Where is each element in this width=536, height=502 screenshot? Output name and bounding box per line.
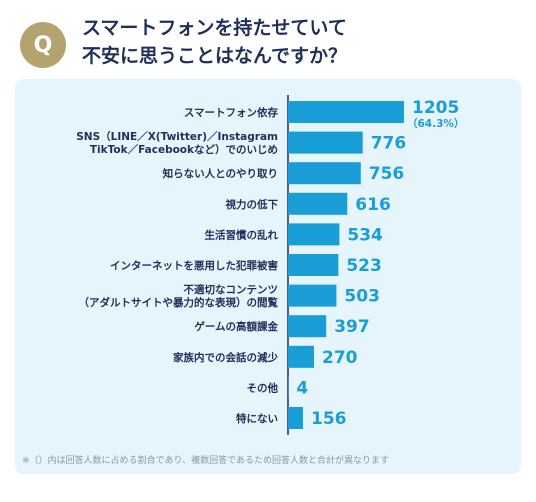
- value-label: 270: [322, 348, 358, 368]
- bar: [288, 162, 361, 185]
- question-title: スマートフォンを持たせていて 不安に思うことはなんですか？: [82, 14, 347, 70]
- category-label: （アダルトサイトや暴力的な表現）の閲覧: [79, 296, 279, 309]
- value-label: 4: [296, 378, 308, 398]
- question-badge: Q: [20, 22, 66, 68]
- bar: [288, 101, 404, 123]
- value-label: 397: [334, 317, 370, 337]
- category-label: スマートフォン依存: [184, 106, 279, 119]
- footnote: ※（）内は回答人数に占める割合であり、複数回答であるため回答人数と合計が異なりま…: [22, 456, 390, 466]
- category-label: SNS（LINE／X(Twitter)／Instagram: [76, 130, 278, 143]
- value-label: 1205: [412, 98, 459, 118]
- category-label: 家族内での会話の減少: [173, 351, 278, 364]
- value-label: 156: [311, 409, 347, 429]
- bar: [288, 315, 327, 338]
- value-label: 776: [371, 134, 407, 154]
- category-label: TikTok／Facebookなど）でのいじめ: [90, 143, 278, 156]
- bar: [288, 345, 314, 368]
- category-label: その他: [247, 381, 279, 394]
- bar: [288, 284, 337, 307]
- percent-label: （64.3%）: [407, 117, 464, 130]
- bar: [288, 223, 340, 246]
- bar: [288, 131, 363, 154]
- category-label: 不適切なコンテンツ: [184, 283, 279, 296]
- category-label: ゲームの高額課金: [194, 320, 278, 333]
- category-label: 生活習慣の乱れ: [205, 228, 279, 241]
- value-label: 756: [369, 164, 405, 184]
- category-label: 知らない人とのやり取り: [163, 167, 278, 180]
- bar: [288, 192, 348, 215]
- question-title-line-1: スマートフォンを持たせていて: [82, 17, 347, 39]
- value-label: 534: [347, 225, 383, 245]
- question-title-line-2: 不安に思うことはなんですか？: [82, 45, 348, 67]
- category-label: 特にない: [236, 412, 278, 425]
- category-label: 視力の低下: [225, 198, 279, 211]
- value-label: 523: [346, 256, 382, 276]
- bar: [288, 407, 304, 429]
- value-label: 503: [344, 287, 380, 307]
- value-label: 616: [355, 195, 391, 215]
- bar: [288, 254, 339, 276]
- category-label: インターネットを悪用した犯罪被害: [110, 259, 278, 272]
- chart-panel: [15, 79, 521, 474]
